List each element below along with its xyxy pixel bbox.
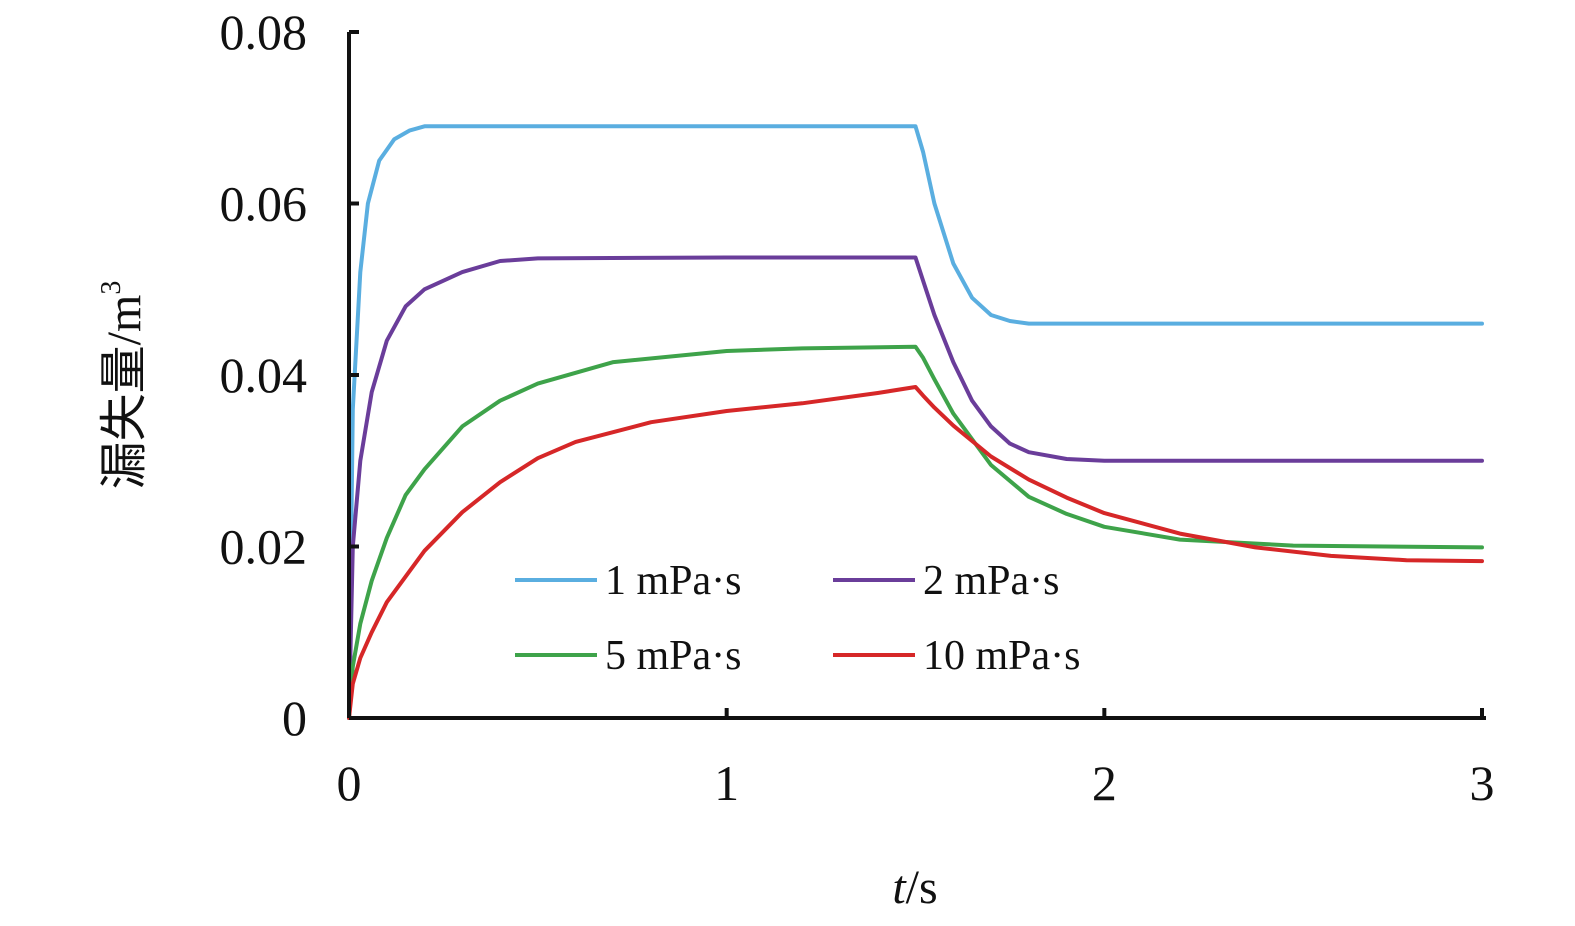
x-axis-title-var: t: [892, 861, 907, 914]
x-tick-label: 0: [337, 755, 362, 811]
y-tick-label: 0.08: [220, 4, 308, 60]
series-layer: [347, 124, 1484, 720]
ticks-layer: 0 0.02 0.04 0.06 0.08 0 1 2 3: [220, 4, 1495, 811]
legend: 1 mPa·s 2 mPa·s 5 mPa·s 10 mPa·s: [515, 558, 1081, 679]
y-tick-label: 0: [282, 690, 307, 746]
y-tick-label: 0.04: [220, 347, 308, 403]
y-tick-label: 0.06: [220, 176, 308, 232]
legend-label-4: 10 mPa·s: [923, 633, 1081, 679]
y-tick-label: 0.02: [220, 519, 308, 575]
legend-label-3: 5 mPa·s: [605, 633, 742, 679]
x-axis-title: t/s: [892, 861, 937, 914]
x-tick-label: 2: [1092, 755, 1117, 811]
y-axis-title: 漏失量/m3: [96, 281, 151, 490]
series-line-1: [347, 124, 1484, 720]
series-line-4: [347, 385, 1484, 720]
series-line-2: [347, 255, 1484, 720]
x-axis-title-unit: /s: [906, 861, 938, 914]
legend-label-2: 2 mPa·s: [923, 558, 1060, 604]
y-axis-title-text: 漏失量/m: [98, 295, 151, 490]
x-tick-label: 1: [714, 755, 739, 811]
x-tick-label: 3: [1470, 755, 1495, 811]
series-line-3: [347, 344, 1484, 720]
legend-label-1: 1 mPa·s: [605, 558, 742, 604]
y-axis-title-sup: 3: [96, 281, 127, 295]
